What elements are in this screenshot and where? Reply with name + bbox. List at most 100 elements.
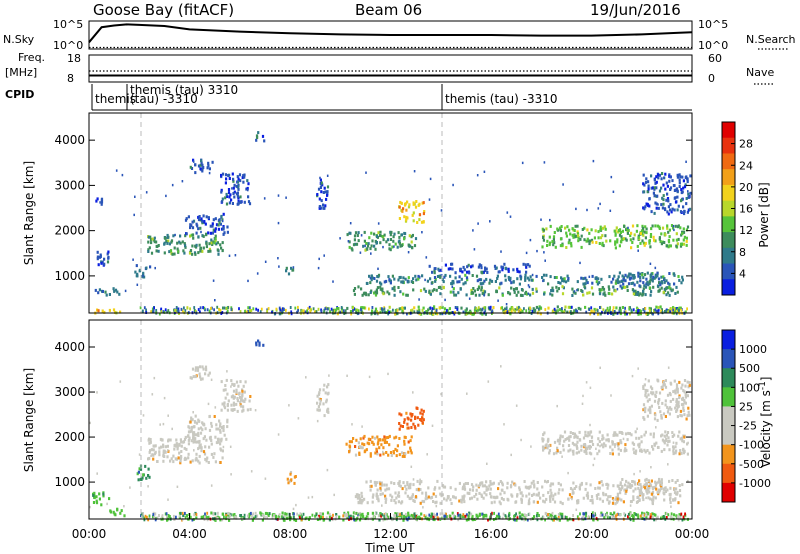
range-cell [323,310,325,314]
range-cell [369,452,372,456]
range-cell [475,483,478,487]
range-cell [389,451,393,454]
range-cell [395,435,398,439]
range-cell [388,243,391,247]
range-cell [245,310,248,314]
range-cell [591,511,594,515]
range-cell [640,309,642,313]
range-cell [651,279,654,283]
colorbar-tick-label: 20 [739,181,753,194]
range-cell [686,177,689,181]
range-cell [434,514,437,518]
range-cell [645,395,648,399]
range-cell [674,406,677,410]
range-cell [671,479,674,482]
range-cell [231,187,233,190]
range-cell [561,292,565,296]
range-cell [376,435,379,439]
range-cell [438,486,441,490]
range-cell [489,305,492,309]
range-cell [571,227,574,231]
range-cell [429,496,432,500]
range-cell [201,428,204,432]
range-cell [239,398,243,402]
range-cell [521,288,524,292]
range-cell [575,207,577,211]
range-cell [217,223,220,227]
range-cell [145,191,148,194]
range-cell [460,498,463,502]
range-cell [147,438,150,442]
range-cell [500,281,503,285]
range-cell [657,203,659,206]
range-cell [100,202,103,206]
range-cell [654,480,657,484]
range-cell [563,277,566,281]
range-cell [457,291,460,295]
range-cell [563,439,566,443]
range-cell [653,211,656,215]
range-cell [216,248,219,252]
range-cell [89,505,91,509]
range-cell [406,481,409,485]
range-cell [373,480,376,484]
range-cell [638,479,641,483]
range-cell [688,413,691,417]
range-cell [528,512,531,516]
range-cell [237,177,240,181]
range-cell [148,516,151,520]
range-cell [199,443,202,447]
range-cell [180,440,183,444]
range-cell [481,307,484,311]
range-cell [143,275,146,279]
range-cell [566,274,569,278]
range-cell [591,443,595,446]
range-cell [383,514,386,518]
range-cell [242,408,245,412]
range-cell [541,439,544,443]
range-cell [599,202,601,206]
range-cell [239,514,242,517]
range-cell [552,238,555,242]
range-cell [649,262,652,265]
range-cell [433,271,436,275]
range-cell [660,516,663,520]
range-cell [616,278,619,282]
range-cell [409,486,412,490]
range-cell [596,309,599,313]
range-cell [530,481,533,485]
range-cell [398,217,401,220]
range-cell [576,310,579,314]
range-cell [366,501,369,505]
range-cell [393,232,396,236]
range-cell [191,252,194,256]
range-cell [654,483,657,487]
range-cell [226,403,229,406]
range-cell [369,485,372,488]
range-cell [585,278,588,282]
range-cell [580,245,583,249]
range-cell [648,310,651,314]
range-cell [638,293,641,297]
range-cell [480,481,483,485]
range-cell [278,514,281,518]
range-cell [208,247,211,251]
range-cell [454,276,457,280]
range-cell [306,309,308,313]
range-cell [223,515,225,519]
range-cell [650,186,653,190]
range-cell [673,196,676,200]
range-cell [211,243,214,246]
range-cell [668,235,671,239]
range-cell [201,365,204,369]
range-cell [569,232,572,236]
range-cell [268,512,271,516]
range-cell [630,500,633,503]
range-cell [318,514,320,518]
range-cell [618,233,622,237]
range-cell [477,222,479,225]
range-cell [531,309,534,313]
range-cell [485,488,488,492]
range-cell [485,485,488,489]
